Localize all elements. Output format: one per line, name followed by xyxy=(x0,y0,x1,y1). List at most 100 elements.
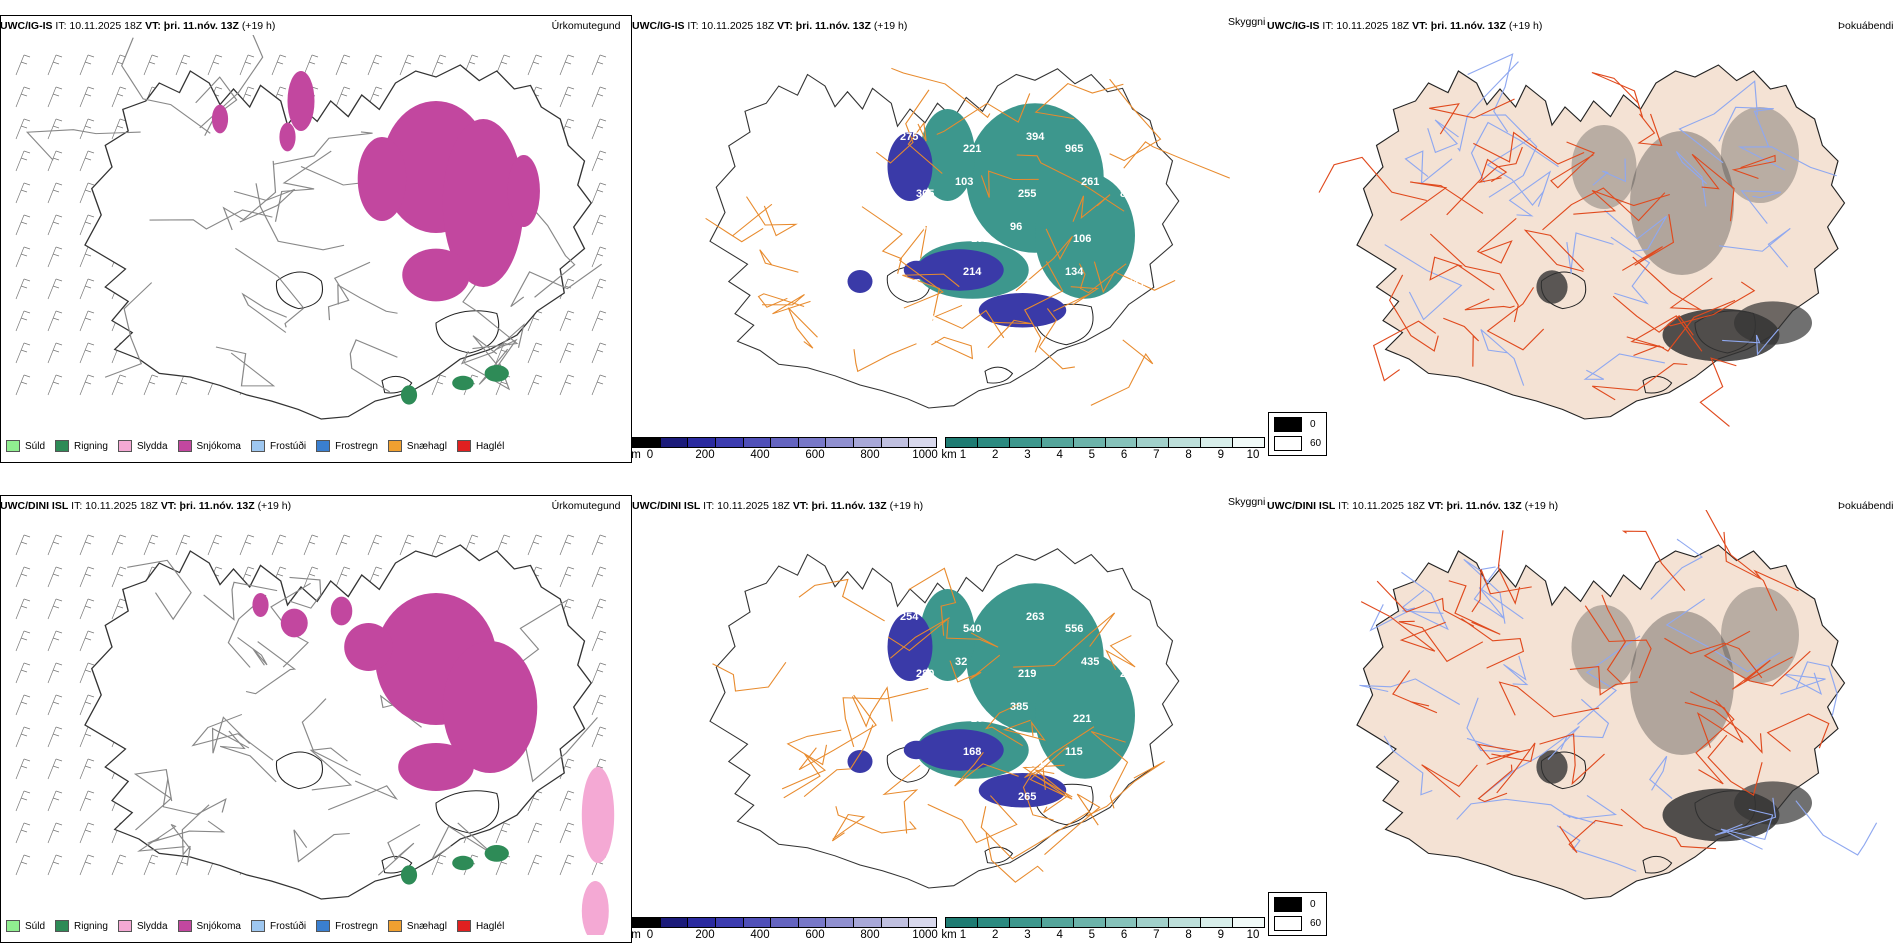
road-line xyxy=(1718,106,1774,147)
road-line xyxy=(759,249,799,273)
legend-label: Frostúði xyxy=(269,920,307,932)
glacier-outline xyxy=(984,846,1014,864)
road-line xyxy=(1470,121,1559,183)
road-line xyxy=(931,336,974,360)
legend-item: Haglél xyxy=(456,440,504,452)
cloud-base-value: 115 xyxy=(1065,746,1083,758)
low-cloud-area xyxy=(903,260,929,280)
colorbar-tick: 6 xyxy=(1120,929,1128,941)
road-line xyxy=(946,619,999,648)
road-line xyxy=(1429,98,1515,135)
cloud-base-value: 221 xyxy=(1073,713,1091,725)
road-line xyxy=(133,769,173,831)
road-line xyxy=(1550,141,1596,189)
colorbar-tick: 4 xyxy=(1056,449,1063,461)
wind-barb xyxy=(207,54,223,76)
wind-barb xyxy=(303,534,319,556)
road-line xyxy=(1689,691,1744,748)
wind-barb xyxy=(335,566,351,588)
road-line xyxy=(377,824,421,876)
road-line xyxy=(1473,131,1585,165)
cloud-base-value: 275 xyxy=(900,131,918,143)
fog-area xyxy=(1536,270,1568,304)
road-line xyxy=(853,343,917,373)
colorbar-segment xyxy=(1169,918,1202,927)
road-line xyxy=(1464,298,1515,311)
road-line xyxy=(195,76,238,136)
wind-barb xyxy=(47,118,63,140)
wind-barb xyxy=(559,310,575,332)
wind-barb xyxy=(47,822,63,844)
road-line xyxy=(1388,274,1439,352)
road-line xyxy=(1477,146,1523,184)
road-line xyxy=(199,35,264,129)
road-line xyxy=(211,716,251,754)
legend-label: Snjókoma xyxy=(196,920,241,932)
road-line xyxy=(462,279,519,350)
wind-barb xyxy=(47,598,63,620)
colorbar-segment xyxy=(743,918,772,927)
wind-barb xyxy=(143,854,159,876)
road-line xyxy=(1556,825,1637,872)
road-line xyxy=(1002,719,1046,741)
colorbar-segment xyxy=(715,918,744,927)
snow-area xyxy=(252,593,269,617)
wind-barb xyxy=(431,534,447,556)
wind-barb xyxy=(559,374,575,396)
fog-swatch xyxy=(1274,417,1302,432)
road-line xyxy=(1562,795,1618,824)
wind-barb xyxy=(559,566,575,588)
wind-barb xyxy=(591,246,607,268)
wind-barb xyxy=(47,566,63,588)
road-line xyxy=(705,203,773,243)
wind-barb xyxy=(15,822,31,844)
road-line xyxy=(1622,214,1675,271)
road-line xyxy=(798,578,885,622)
wind-barb xyxy=(15,854,31,876)
road-line xyxy=(1383,735,1433,796)
cloud-base-value: 142 xyxy=(900,278,918,290)
road-line xyxy=(835,806,917,834)
colorbar-tick: 5 xyxy=(1088,929,1096,941)
wind-barb xyxy=(559,822,575,844)
legend-label: Snæhagl xyxy=(406,920,447,932)
fog-area xyxy=(1721,107,1799,203)
road-line xyxy=(1486,137,1545,206)
road-line xyxy=(798,694,877,771)
cloud-base-value: 435 xyxy=(1081,656,1099,668)
road-line xyxy=(181,804,210,866)
road-line xyxy=(1429,233,1519,323)
it-label: IT: xyxy=(1335,500,1353,512)
colorbar-tick: 7 xyxy=(1153,929,1160,941)
wind-barb xyxy=(591,118,607,140)
height-colorbar: m 0 200 400 600 800 1000 xyxy=(631,437,938,462)
road-line xyxy=(1695,699,1735,785)
road-line xyxy=(1722,328,1779,356)
road-line xyxy=(1612,295,1694,336)
legend-swatch xyxy=(55,920,70,932)
road-line xyxy=(891,67,991,119)
wind-barb xyxy=(303,566,319,588)
snow-area xyxy=(442,119,524,287)
road-line xyxy=(1384,244,1463,321)
colorbar-tick: 400 xyxy=(750,449,770,461)
low-cloud-area xyxy=(887,612,933,681)
road-line xyxy=(1560,698,1610,750)
road-line xyxy=(1691,153,1735,222)
field-name: Úrkomutegund xyxy=(551,20,621,32)
wind-barb xyxy=(47,278,63,300)
legend-label: Rigning xyxy=(74,440,108,452)
road-line xyxy=(1723,531,1799,592)
colorbar-tick: 1 xyxy=(959,449,967,461)
wind-barb xyxy=(591,342,607,364)
road-line xyxy=(235,247,305,328)
colorbar-segment xyxy=(715,438,744,447)
colorbar-tick: 400 xyxy=(750,929,770,941)
road-line xyxy=(1626,315,1703,352)
road-line xyxy=(1621,530,1686,591)
colorbar-tick: 4 xyxy=(1056,929,1063,941)
road-line xyxy=(337,283,398,314)
legend-swatch xyxy=(250,920,265,932)
wind-barb xyxy=(47,342,63,364)
colorbar-tick: 10 xyxy=(1246,929,1260,941)
